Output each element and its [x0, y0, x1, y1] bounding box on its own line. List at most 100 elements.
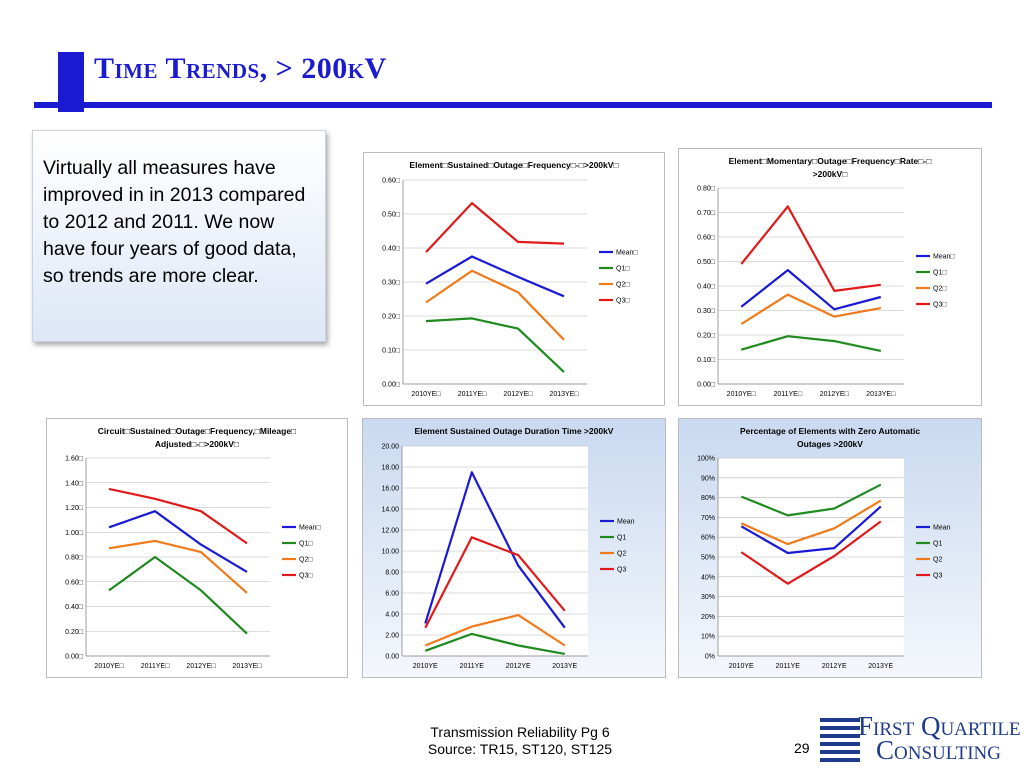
y-tick-label: 8.00: [385, 570, 399, 577]
legend-label-q2: Q2□: [616, 282, 630, 289]
series-line-q3: [424, 536, 566, 629]
y-tick-label: 0.00□: [697, 382, 716, 389]
chart-title-line: Outages >200kV: [797, 439, 863, 449]
y-tick-label: 0.00□: [382, 382, 401, 389]
x-tick-label: 2012YE: [822, 663, 847, 670]
y-tick-label: 50%: [701, 555, 715, 562]
y-tick-label: 20%: [701, 614, 715, 621]
y-tick-label: 0.70□: [697, 210, 716, 217]
company-logo: First Quartile Consulting: [820, 711, 1021, 765]
x-tick-label: 2011YE□: [141, 663, 170, 670]
series-line-q2: [425, 269, 565, 341]
y-tick-label: 40%: [701, 574, 715, 581]
logo-text-line-2: Consulting: [876, 735, 1001, 765]
y-tick-label: 0.30□: [697, 308, 716, 315]
y-tick-label: 0.20□: [697, 333, 716, 340]
x-tick-label: 2011YE□: [458, 391, 487, 398]
chart-svg: Circuit□Sustained□Outage□Frequency,□Mile…: [46, 418, 348, 678]
series-line-mean: [740, 505, 882, 555]
chart-title-line: Element□Sustained□Outage□Frequency□-□>20…: [409, 160, 618, 170]
chart-frame: [678, 148, 982, 406]
y-tick-label: 14.00: [381, 507, 399, 514]
y-tick-label: 0.80□: [697, 186, 716, 193]
logo-stripes: [820, 712, 864, 764]
x-tick-label: 2010YE□: [727, 391, 757, 398]
y-tick-label: 0.50□: [697, 259, 716, 266]
y-tick-label: 0.80□: [65, 555, 84, 562]
series-line-q1: [424, 632, 565, 655]
chart-frame: [46, 418, 348, 678]
y-tick-label: 0.10□: [697, 357, 716, 364]
logo-text-line-1: First Quartile: [858, 711, 1021, 741]
page-title: Time Trends, > 200kV: [94, 52, 387, 85]
series-line-q1: [108, 555, 248, 635]
x-tick-label: 2013YE□: [232, 663, 262, 670]
y-tick-label: 1.00□: [65, 530, 84, 537]
y-tick-label: 60%: [701, 535, 715, 542]
series-line-q3: [740, 520, 882, 585]
chart-title-line: >200kV□: [813, 169, 848, 179]
y-tick-label: 70%: [701, 515, 715, 522]
y-tick-label: 100%: [697, 456, 715, 463]
legend-label-q2: Q2□: [933, 286, 947, 293]
y-tick-label: 0%: [705, 654, 715, 661]
legend-label-mean: Mean□: [933, 254, 956, 261]
chart-svg: Element□Momentary□Outage□Frequency□Rate□…: [678, 148, 982, 406]
legend-label-q3: Q3□: [616, 298, 630, 305]
y-tick-label: 0.20□: [382, 314, 401, 321]
y-tick-label: 0.40□: [697, 284, 716, 291]
series-line-q2: [740, 499, 882, 546]
y-tick-label: 4.00: [385, 612, 399, 619]
x-tick-label: 2013YE: [868, 663, 893, 670]
legend-label-q1: Q1: [933, 541, 942, 548]
page-number: 29: [794, 740, 810, 756]
legend-label-q3: Q3: [933, 573, 942, 580]
y-tick-label: 0.60□: [65, 579, 84, 586]
y-tick-label: 0.40□: [65, 604, 84, 611]
x-tick-label: 2013YE□: [549, 391, 579, 398]
title-underline: [34, 102, 992, 108]
chart-element-sustained-outage-duration: Element Sustained Outage Duration Time >…: [362, 418, 666, 678]
chart-svg: Percentage of Elements with Zero Automat…: [678, 418, 982, 678]
series-line-q2: [108, 539, 248, 594]
series-line-q1: [740, 335, 882, 352]
x-tick-label: 2010YE: [729, 663, 754, 670]
legend-label-q1: Q1: [617, 535, 626, 542]
legend-label-mean: Mean: [933, 525, 951, 532]
x-tick-label: 2011YE: [460, 663, 485, 670]
legend-label-q1: Q1□: [299, 541, 313, 548]
chart-percentage-zero-automatic-outages: Percentage of Elements with Zero Automat…: [678, 418, 982, 678]
series-line-q1: [425, 317, 565, 373]
series-line-mean: [108, 510, 248, 573]
y-tick-label: 0.00□: [65, 654, 84, 661]
y-tick-label: 2.00: [385, 633, 399, 640]
chart-title-line: Element Sustained Outage Duration Time >…: [415, 426, 614, 436]
legend-label-mean: Mean□: [616, 250, 639, 257]
legend-label-q3: Q3: [617, 567, 626, 574]
series-line-q2: [424, 614, 566, 647]
series-line-q3: [425, 201, 565, 253]
chart-element-momentary-outage-frequency: Element□Momentary□Outage□Frequency□Rate□…: [678, 148, 982, 406]
callout-text: Virtually all measures have improved in …: [43, 157, 306, 287]
y-tick-label: 0.10□: [382, 348, 401, 355]
legend-label-q3: Q3□: [933, 302, 947, 309]
chart-element-sustained-outage-frequency: Element□Sustained□Outage□Frequency□-□>20…: [363, 152, 665, 406]
chart-title-line: Circuit□Sustained□Outage□Frequency,□Mile…: [98, 426, 296, 436]
x-tick-label: 2010YE: [413, 663, 438, 670]
y-tick-label: 0.50□: [382, 212, 401, 219]
y-tick-label: 80%: [701, 495, 715, 502]
x-tick-label: 2011YE: [776, 663, 801, 670]
x-tick-label: 2011YE□: [773, 391, 802, 398]
y-tick-label: 0.60□: [382, 178, 401, 185]
y-tick-label: 0.00: [385, 654, 399, 661]
y-tick-label: 90%: [701, 475, 715, 482]
legend-label-q2: Q2□: [299, 557, 313, 564]
x-tick-label: 2012YE□: [186, 663, 216, 670]
footer-line-2: Source: TR15, ST120, ST125: [427, 741, 613, 757]
series-line-q2: [740, 293, 881, 325]
series-line-mean: [425, 255, 565, 298]
series-line-q3: [740, 205, 881, 292]
x-tick-label: 2012YE: [506, 663, 531, 670]
y-tick-label: 12.00: [381, 528, 399, 535]
y-tick-label: 1.20□: [65, 505, 84, 512]
